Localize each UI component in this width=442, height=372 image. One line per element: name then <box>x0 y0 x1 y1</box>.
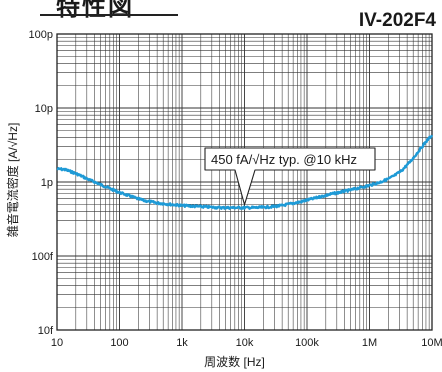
x-tick-label: 10k <box>236 337 254 349</box>
x-tick-label: 1k <box>176 337 188 349</box>
x-tick-label: 1M <box>362 337 377 349</box>
annotation-text: 450 fA/√Hz typ. @10 kHz <box>211 152 357 167</box>
y-tick-label: 100p <box>29 29 53 41</box>
x-axis-label: 周波数 [Hz] <box>204 354 265 369</box>
y-tick-label: 100f <box>32 251 54 263</box>
y-tick-label: 10f <box>38 325 54 337</box>
y-tick-label: 1p <box>41 177 53 189</box>
y-tick-label: 10p <box>35 103 53 115</box>
x-tick-label: 10M <box>421 337 442 349</box>
x-tick-label: 100 <box>110 337 128 349</box>
y-axis-label: 雑音電流密度 [A/√Hz] <box>5 123 20 238</box>
x-tick-label: 100k <box>295 337 319 349</box>
x-tick-label: 10 <box>51 337 63 349</box>
